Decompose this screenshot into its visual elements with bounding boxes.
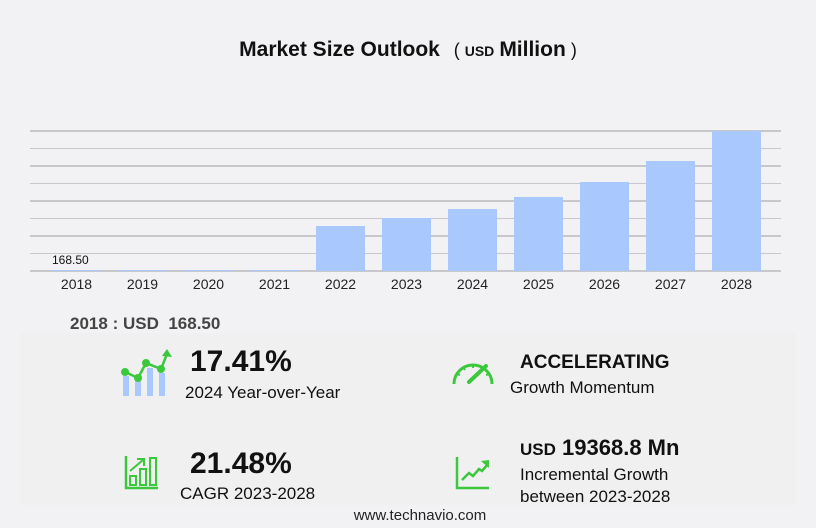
x-tick-label: 2022 xyxy=(324,276,357,292)
gridline xyxy=(30,182,781,184)
bar-2021 xyxy=(250,269,299,271)
bar-value-label: 168.50 xyxy=(52,253,89,267)
incremental-value: USD 19368.8 Mn xyxy=(520,435,680,460)
yoy-value: 17.41% xyxy=(190,345,292,378)
bar-chart: 168.50 xyxy=(30,125,781,272)
base-year-note: 2018 : USD 168.50 xyxy=(70,314,221,333)
x-tick-label: 2021 xyxy=(258,276,291,292)
source-footer: www.technavio.com xyxy=(353,507,487,524)
incremental-label-2: between 2023-2028 xyxy=(520,487,671,506)
x-tick-label: 2026 xyxy=(588,276,621,292)
bar-2025 xyxy=(514,197,563,271)
gridline xyxy=(30,130,781,132)
speedometer-icon xyxy=(452,363,494,385)
bar-2028 xyxy=(712,131,761,271)
x-tick-label: 2024 xyxy=(456,276,489,292)
bar-line-trend-icon xyxy=(121,349,172,396)
bar-2020 xyxy=(184,269,233,271)
bar-2022 xyxy=(316,226,365,271)
bar-2024 xyxy=(448,208,497,271)
x-tick-label: 2019 xyxy=(126,276,159,292)
chart-title: Market Size Outlook ( USD Million ) xyxy=(0,38,816,62)
bar-2018 xyxy=(52,269,101,271)
x-tick-label: 2028 xyxy=(720,276,753,292)
x-tick-label: 2027 xyxy=(654,276,687,292)
yoy-label: 2024 Year-over-Year xyxy=(185,383,341,402)
bar-2023 xyxy=(382,218,431,271)
line-growth-icon xyxy=(455,457,489,490)
gridline xyxy=(30,147,781,149)
title-text: Market Size Outlook xyxy=(239,38,440,61)
momentum-label: Growth Momentum xyxy=(510,378,655,397)
x-tick-label: 2023 xyxy=(390,276,423,292)
x-tick-label: 2025 xyxy=(522,276,555,292)
gridline xyxy=(30,200,781,202)
momentum-value: ACCELERATING xyxy=(520,352,670,373)
incremental-label-1: Incremental Growth xyxy=(520,465,669,484)
bar-2019 xyxy=(118,269,167,271)
x-tick-label: 2018 xyxy=(60,276,93,292)
cagr-label: CAGR 2023-2028 xyxy=(180,484,316,503)
bar-2027 xyxy=(646,160,695,271)
x-tick-label: 2020 xyxy=(192,276,225,292)
title-unit: ( USD Million ) xyxy=(453,38,577,61)
bar-growth-icon xyxy=(124,456,158,490)
bar-2026 xyxy=(580,182,629,271)
gridline xyxy=(30,165,781,167)
cagr-value: 21.48% xyxy=(190,447,292,480)
